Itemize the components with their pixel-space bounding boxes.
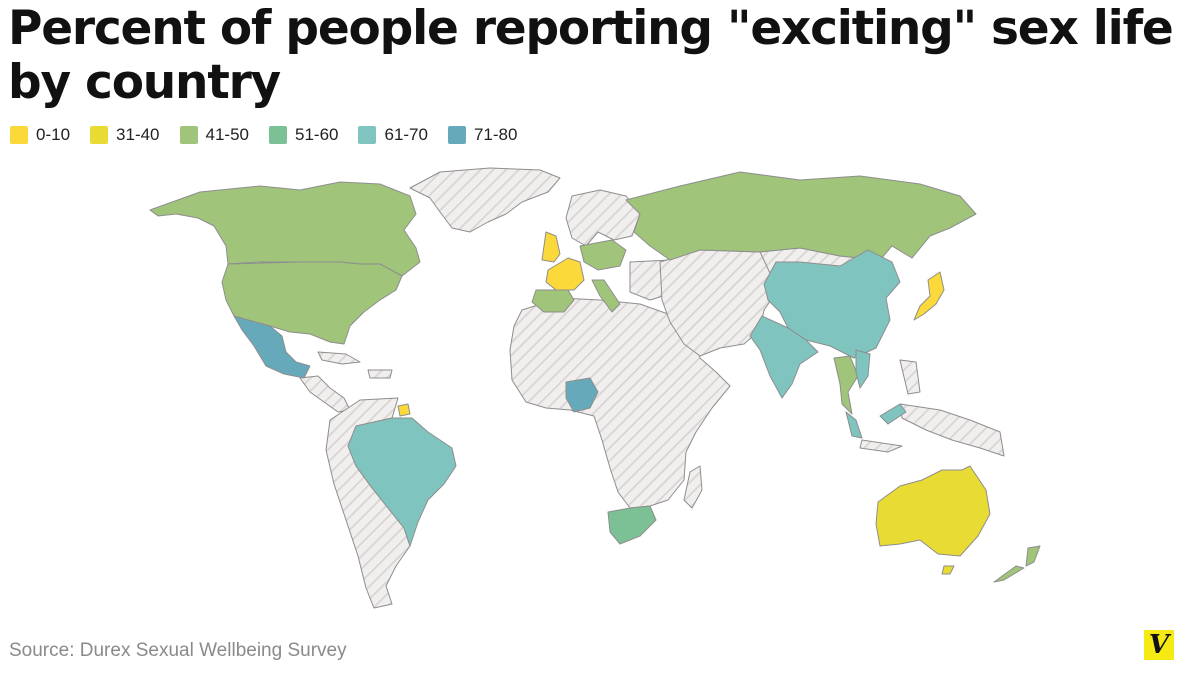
- country-italy: [591, 279, 621, 313]
- country-vietnam: [855, 349, 871, 389]
- country-thailand: [833, 355, 859, 415]
- country-japan: [913, 271, 945, 321]
- country-india: [749, 315, 819, 399]
- country-mexico: [233, 315, 311, 379]
- legend-item-0: 0-10: [10, 125, 70, 145]
- country-south-africa: [607, 505, 657, 545]
- legend-label: 0-10: [36, 125, 71, 144]
- legend-swatch: [10, 126, 28, 144]
- country-china: [763, 249, 901, 359]
- legend-item-1: 31-40: [90, 125, 160, 145]
- legend-item-5: 71-80: [447, 125, 518, 145]
- legend-item-2: 41-50: [179, 125, 249, 145]
- country-new-zealand: [993, 545, 1041, 583]
- legend-item-4: 61-70: [358, 125, 428, 145]
- legend-label: 51-60: [295, 125, 339, 144]
- legend-label: 61-70: [384, 125, 428, 144]
- country-united-kingdom: [541, 231, 561, 263]
- legend-label: 31-40: [116, 125, 160, 144]
- country-malaysia: [845, 403, 907, 439]
- legend-label: 71-80: [473, 125, 518, 144]
- legend-swatch: [447, 126, 466, 144]
- greenland: [409, 167, 561, 233]
- country-germany-poland: [579, 239, 627, 271]
- legend-item-3: 51-60: [269, 125, 338, 145]
- country-canada: [149, 181, 421, 277]
- country-australia: [875, 465, 991, 575]
- source-note: Source: Durex Sexual Wellbeing Survey: [9, 640, 347, 661]
- legend-swatch: [358, 126, 377, 144]
- madagascar: [683, 465, 703, 509]
- legend-label: 41-50: [205, 125, 249, 144]
- caribbean-islands: [317, 351, 393, 379]
- country-nigeria: [565, 377, 599, 413]
- country-french-guiana: [397, 403, 411, 417]
- country-russia: [625, 171, 977, 261]
- legend-swatch: [90, 126, 109, 144]
- central-america: [299, 375, 351, 413]
- southeast-asia-islands: [859, 359, 1005, 457]
- legend-swatch: [269, 126, 287, 144]
- legend: 0-10 31-40 41-50 51-60 61-70 71-80: [10, 123, 537, 147]
- legend-swatch: [179, 126, 198, 144]
- country-france: [545, 257, 585, 291]
- map-title: Percent of people reporting "exciting" s…: [8, 1, 1174, 110]
- vox-logo: V: [1144, 630, 1174, 660]
- world-map: [149, 167, 1041, 609]
- country-spain-portugal: [531, 289, 575, 313]
- country-brazil: [347, 417, 457, 547]
